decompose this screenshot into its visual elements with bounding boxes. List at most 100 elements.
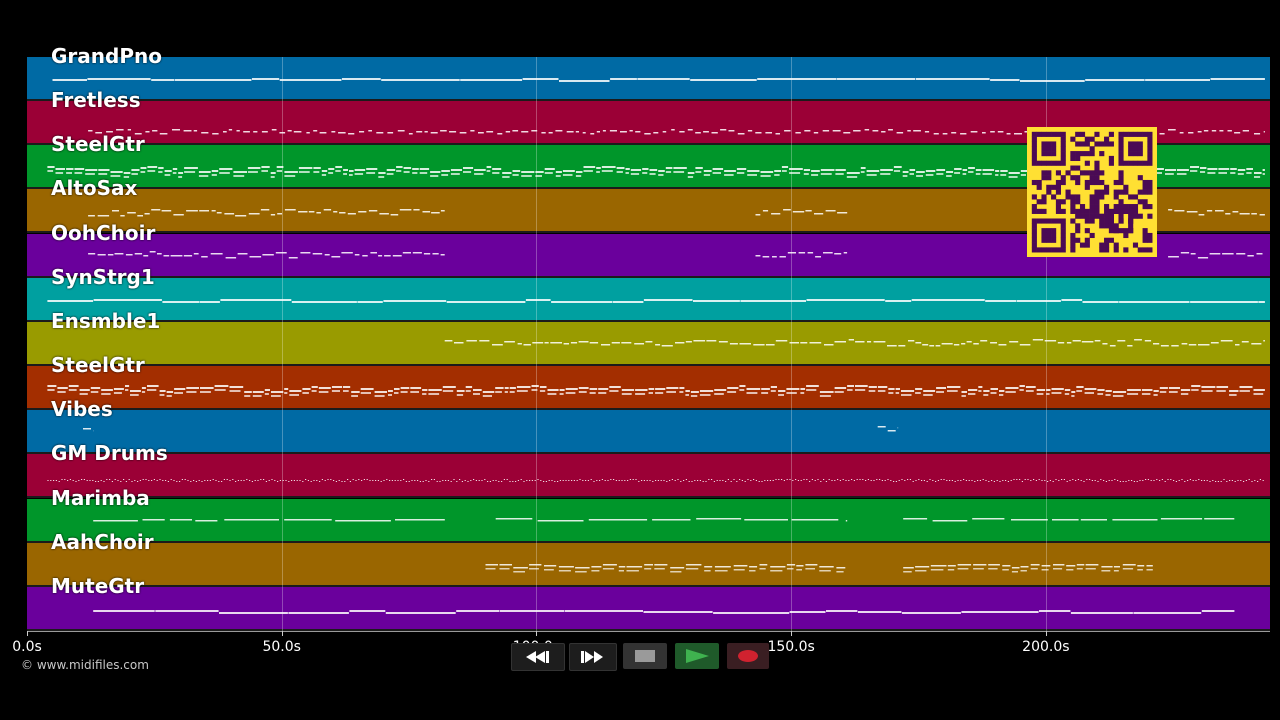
note bbox=[532, 341, 544, 344]
note bbox=[596, 131, 600, 133]
note bbox=[1127, 389, 1141, 392]
rewind-button[interactable] bbox=[511, 643, 565, 671]
note bbox=[665, 171, 672, 174]
note bbox=[83, 428, 91, 430]
note bbox=[422, 393, 427, 396]
note bbox=[803, 169, 811, 172]
note bbox=[265, 481, 267, 483]
note bbox=[321, 174, 327, 177]
note bbox=[113, 388, 124, 391]
note bbox=[1234, 132, 1241, 134]
note bbox=[349, 609, 386, 612]
note bbox=[343, 390, 349, 393]
record-button[interactable] bbox=[727, 643, 769, 669]
note bbox=[50, 480, 52, 482]
note bbox=[381, 79, 460, 81]
note bbox=[916, 175, 923, 178]
note bbox=[372, 480, 374, 482]
note bbox=[783, 480, 785, 482]
note bbox=[907, 479, 909, 481]
note bbox=[1084, 388, 1097, 391]
note bbox=[843, 132, 851, 134]
note bbox=[973, 563, 987, 566]
tick-label: 0.0s bbox=[12, 639, 42, 655]
note bbox=[186, 391, 197, 394]
note bbox=[935, 344, 941, 347]
note bbox=[349, 174, 353, 177]
stop-button[interactable] bbox=[623, 643, 667, 669]
note bbox=[517, 342, 522, 345]
note bbox=[604, 480, 606, 482]
note bbox=[167, 481, 169, 483]
note bbox=[779, 255, 786, 258]
note bbox=[362, 254, 368, 257]
note bbox=[968, 393, 976, 396]
note bbox=[442, 386, 456, 389]
note bbox=[753, 343, 765, 346]
track-separator bbox=[27, 496, 1270, 499]
note bbox=[980, 339, 988, 342]
note bbox=[461, 481, 463, 483]
note bbox=[1160, 517, 1203, 519]
note bbox=[933, 133, 939, 135]
note bbox=[675, 341, 685, 344]
note bbox=[635, 479, 637, 481]
note bbox=[1057, 341, 1065, 344]
note bbox=[1192, 480, 1194, 482]
track-label: GM Drums bbox=[51, 441, 168, 466]
note bbox=[1005, 480, 1007, 482]
note bbox=[901, 390, 915, 393]
note bbox=[201, 132, 209, 134]
note bbox=[147, 166, 158, 169]
play-button[interactable] bbox=[675, 643, 719, 669]
note bbox=[970, 131, 978, 133]
note bbox=[521, 171, 535, 174]
note bbox=[116, 129, 124, 131]
note bbox=[410, 387, 422, 390]
note bbox=[781, 166, 789, 169]
note bbox=[722, 480, 724, 482]
note bbox=[819, 565, 834, 568]
note bbox=[558, 569, 571, 572]
note bbox=[368, 210, 378, 212]
fast-forward-button[interactable] bbox=[569, 643, 617, 671]
note bbox=[123, 479, 125, 481]
note bbox=[288, 481, 290, 483]
note bbox=[463, 171, 472, 174]
note bbox=[1081, 340, 1094, 343]
note bbox=[895, 481, 897, 483]
note bbox=[432, 252, 439, 255]
note bbox=[576, 480, 578, 482]
note bbox=[408, 133, 413, 135]
note bbox=[936, 173, 944, 176]
note bbox=[298, 211, 308, 213]
note bbox=[327, 479, 329, 481]
note bbox=[836, 78, 916, 80]
note bbox=[134, 252, 143, 255]
note bbox=[868, 390, 876, 393]
note bbox=[747, 130, 753, 132]
note bbox=[215, 480, 217, 482]
note bbox=[635, 131, 641, 133]
note bbox=[400, 480, 402, 482]
note bbox=[537, 479, 539, 481]
note bbox=[1191, 389, 1199, 392]
note bbox=[305, 479, 307, 481]
note bbox=[930, 564, 947, 567]
note bbox=[1254, 480, 1256, 482]
note bbox=[522, 78, 559, 80]
note bbox=[165, 480, 167, 482]
note bbox=[602, 567, 615, 570]
note bbox=[923, 480, 925, 482]
note bbox=[1226, 481, 1228, 483]
note bbox=[291, 480, 293, 482]
note bbox=[695, 167, 703, 170]
note bbox=[284, 175, 296, 178]
note bbox=[1019, 385, 1025, 388]
track-lane bbox=[27, 57, 1270, 99]
note bbox=[985, 299, 1017, 302]
note bbox=[523, 481, 525, 483]
note bbox=[1014, 133, 1022, 135]
note bbox=[139, 480, 141, 482]
track-label: AltoSax bbox=[51, 176, 138, 201]
